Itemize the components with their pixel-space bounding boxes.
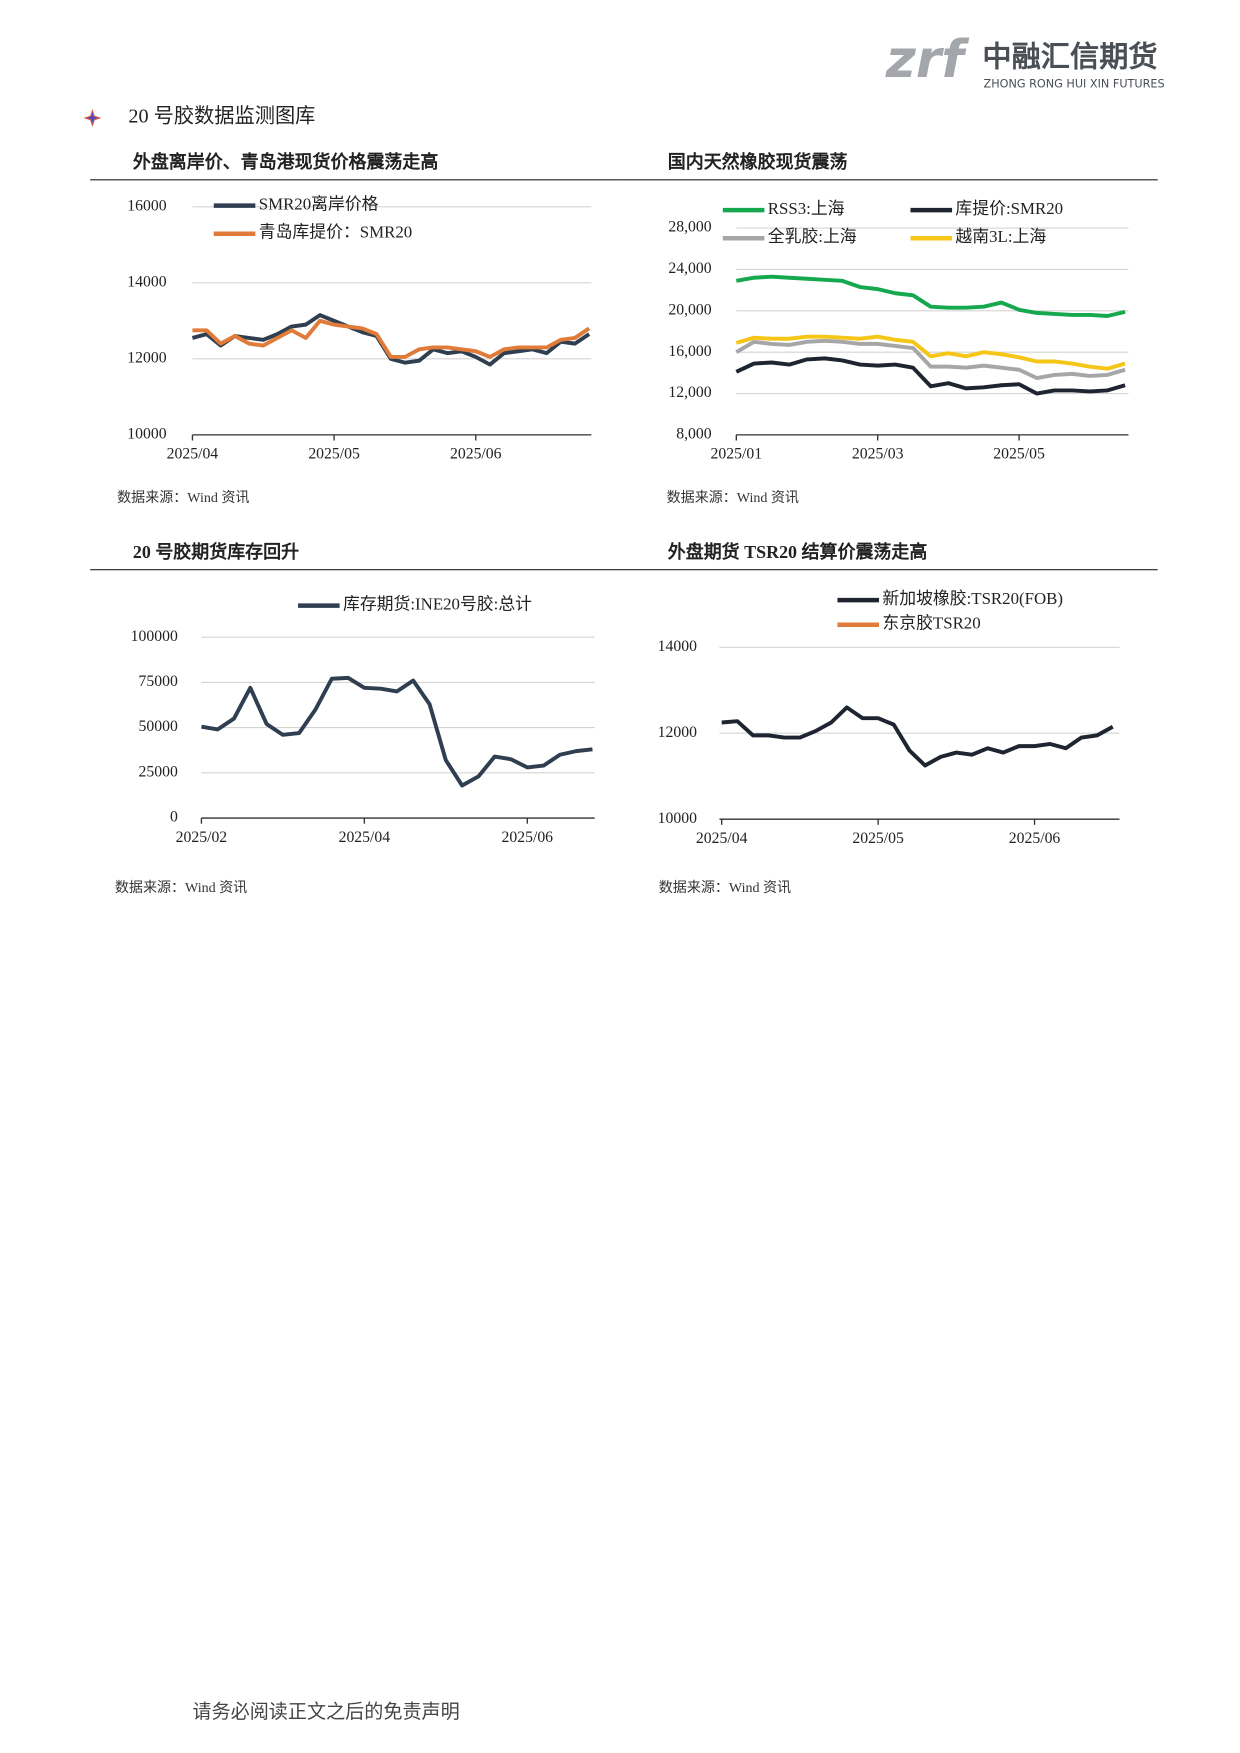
y-tick-label: 25000 (139, 763, 178, 780)
chart-source: 数据来源：Wind 资讯 (117, 490, 249, 506)
section-title: 20 号胶数据监测图库 (128, 105, 315, 128)
y-tick-label: 24,000 (668, 260, 711, 277)
x-tick-label: 2025/05 (308, 446, 360, 463)
legend-label: 库存期货:INE20号胶:总计 (343, 595, 532, 614)
footer-disclaimer: 请务必阅读正文之后的免责声明 (192, 1701, 459, 1723)
y-tick-label: 14000 (658, 638, 697, 655)
y-tick-label: 50000 (139, 718, 178, 735)
x-tick-label: 2025/02 (176, 829, 228, 846)
legend-label: 越南3L:上海 (955, 227, 1046, 246)
series-line (721, 705, 1114, 768)
chart-title: 国内天然橡胶现货震荡 (668, 151, 848, 172)
chart-source: 数据来源：Wind 资讯 (667, 490, 799, 506)
chart-title: 外盘期货 TSR20 结算价震荡走高 (668, 541, 928, 562)
x-tick-label: 2025/04 (167, 446, 219, 463)
legend-label: 库提价:SMR20 (955, 199, 1063, 218)
company-name: 中融汇信期货 (982, 39, 1157, 73)
chart-title: 20 号胶期货库存回升 (133, 541, 299, 562)
y-tick-label: 12000 (658, 724, 697, 741)
logo: zrf 中融汇信期货 ZHONG RONG HUI XIN FUTURES (885, 30, 1165, 90)
legend-label: 青岛库提价：SMR20 (259, 223, 413, 242)
x-tick-label: 2025/03 (852, 446, 904, 463)
y-tick-label: 12000 (127, 349, 166, 366)
chart-title: 外盘离岸价、青岛港现货价格震荡走高 (133, 151, 438, 172)
y-tick-label: 12,000 (668, 384, 711, 401)
y-tick-label: 16,000 (668, 343, 711, 360)
legend-label: 新加坡橡胶:TSR20(FOB) (882, 589, 1063, 608)
legend-label: SMR20离岸价格 (259, 194, 379, 213)
series-line (201, 675, 593, 788)
x-tick-label: 2025/04 (339, 829, 391, 846)
y-tick-label: 20,000 (668, 301, 711, 318)
series-line (735, 356, 1126, 396)
x-tick-label: 2025/01 (711, 446, 763, 463)
x-tick-label: 2025/06 (450, 446, 502, 463)
legend-label: 东京胶TSR20 (882, 614, 980, 633)
series-line (735, 338, 1126, 380)
y-tick-label: 8,000 (676, 425, 712, 442)
series-line (735, 274, 1126, 318)
chart-source: 数据来源：Wind 资讯 (659, 880, 791, 896)
y-tick-label: 14000 (127, 273, 166, 290)
x-tick-label: 2025/04 (696, 830, 748, 847)
legend-label: 全乳胶:上海 (768, 227, 857, 246)
x-tick-label: 2025/06 (502, 829, 554, 846)
x-tick-label: 2025/06 (1009, 830, 1061, 847)
y-tick-label: 100000 (131, 628, 178, 645)
chart-source: 数据来源：Wind 资讯 (115, 880, 247, 896)
x-tick-label: 2025/05 (852, 830, 904, 847)
y-tick-label: 75000 (139, 673, 178, 690)
logo-mark: zrf (885, 30, 970, 90)
series-line (192, 318, 591, 359)
y-tick-label: 10000 (658, 810, 697, 827)
y-tick-label: 0 (170, 809, 178, 826)
y-tick-label: 16000 (127, 197, 166, 214)
company-name-en: ZHONG RONG HUI XIN FUTURES (984, 77, 1165, 90)
series-line (735, 334, 1126, 371)
legend-label: RSS3:上海 (768, 199, 845, 218)
bullet-icon (83, 109, 102, 127)
x-tick-label: 2025/05 (993, 446, 1045, 463)
y-tick-label: 10000 (127, 425, 166, 442)
y-tick-label: 28,000 (668, 219, 711, 236)
